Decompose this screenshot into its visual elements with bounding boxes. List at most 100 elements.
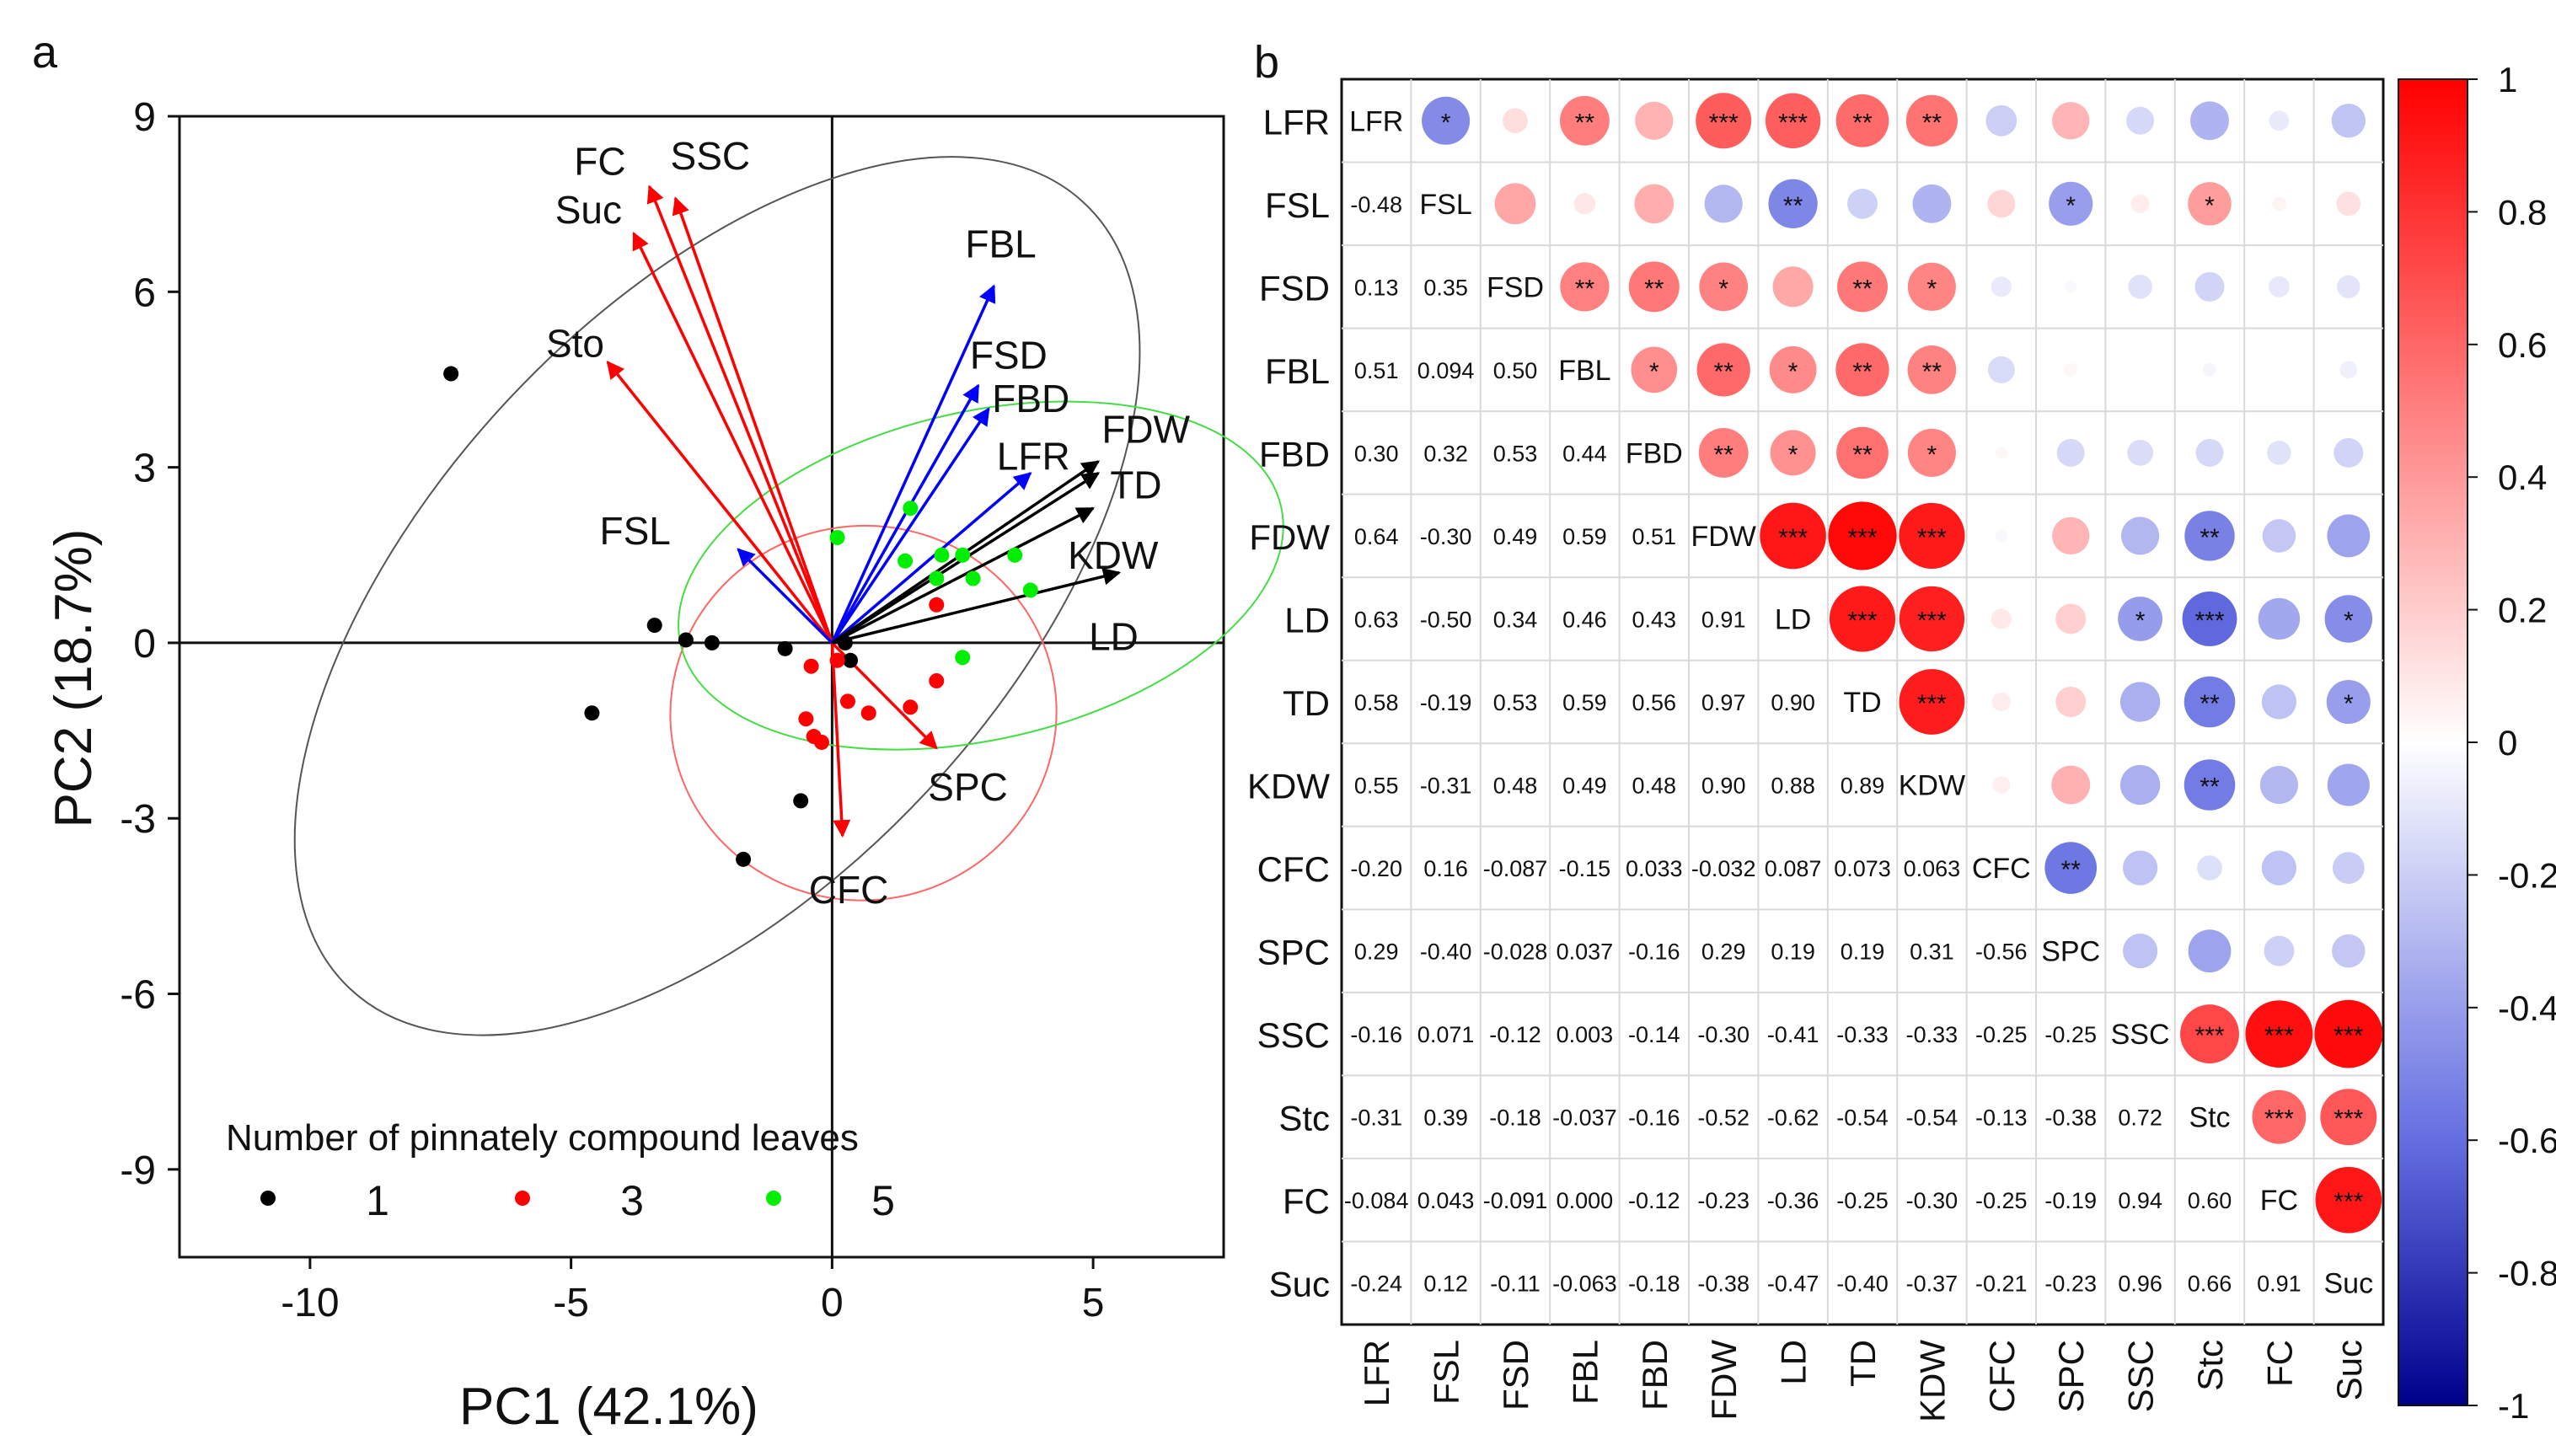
corr-value: -0.54 — [1906, 1105, 1959, 1131]
row-label: SSC — [1257, 1015, 1330, 1055]
corr-value: -0.032 — [1691, 856, 1756, 881]
corr-value: 0.89 — [1841, 774, 1885, 799]
corr-value: -0.063 — [1552, 1271, 1617, 1297]
corr-value: 0.39 — [1423, 1105, 1468, 1131]
score-point-group-3 — [929, 673, 945, 689]
corr-circle — [2262, 519, 2296, 553]
corr-circle — [1560, 262, 1610, 312]
row-label: Stc — [1278, 1099, 1330, 1138]
corr-circle — [1899, 669, 1965, 735]
corr-value: -0.13 — [1975, 1105, 2028, 1131]
corr-value: 0.96 — [2118, 1271, 2162, 1297]
diagonal-label: FBL — [1558, 355, 1610, 387]
corr-circle — [1912, 184, 1952, 223]
corr-value: 0.35 — [1423, 275, 1468, 300]
colorbar — [2398, 78, 2468, 1406]
colorbar-tick-label: 0.8 — [2498, 192, 2547, 232]
corr-circle — [1837, 261, 1888, 313]
loading-label-kdw: KDW — [1068, 533, 1159, 577]
corr-circle — [2268, 276, 2290, 297]
score-point-group-1 — [736, 851, 752, 867]
corr-circle — [1829, 586, 1896, 652]
corr-value: -0.19 — [2044, 1188, 2097, 1213]
colorbar-tick-label: -1 — [2498, 1386, 2529, 1426]
loading-label-cfc: CFC — [809, 868, 889, 912]
diagonal-label: CFC — [1972, 853, 2031, 885]
corr-circle — [2188, 929, 2232, 972]
significance-mark: *** — [2194, 1022, 2224, 1050]
significance-mark: * — [1649, 358, 1659, 386]
corr-circle — [1991, 276, 2012, 297]
column-label: FBD — [1635, 1340, 1675, 1410]
loading-arrow-suc — [632, 231, 833, 644]
corr-circle — [2337, 275, 2360, 298]
column-label: LFR — [1357, 1340, 1396, 1406]
score-point-group-1 — [584, 705, 600, 721]
significance-mark: * — [2344, 690, 2354, 718]
column-label: KDW — [1912, 1340, 1952, 1422]
corr-value: 0.48 — [1632, 774, 1677, 799]
corr-circle — [1696, 93, 1752, 149]
corr-value: 0.56 — [1632, 690, 1677, 715]
corr-value: 0.037 — [1557, 939, 1614, 965]
corr-circle — [1907, 428, 1956, 477]
corr-value: 0.88 — [1771, 774, 1815, 799]
significance-mark: ** — [1852, 109, 1873, 136]
loading-arrow-sto — [606, 360, 833, 645]
colorbar-tick-label: 0.6 — [2498, 325, 2547, 365]
corr-circle — [1985, 104, 2017, 136]
corr-value: 0.53 — [1493, 690, 1538, 715]
corr-circle — [2245, 1000, 2313, 1068]
row-label: FC — [1283, 1181, 1330, 1221]
corr-value: -0.48 — [1350, 192, 1402, 217]
loading-label-spc: SPC — [928, 765, 1008, 809]
significance-mark: *** — [2264, 1022, 2294, 1050]
corr-value: -0.028 — [1483, 939, 1548, 965]
corr-value: -0.25 — [1836, 1188, 1889, 1213]
significance-mark: * — [2205, 192, 2215, 220]
corr-value: 0.071 — [1417, 1022, 1475, 1047]
corr-value: 0.13 — [1354, 275, 1399, 300]
corr-circle — [2135, 364, 2146, 375]
corr-value: 0.033 — [1626, 856, 1683, 881]
corr-circle — [2336, 191, 2361, 217]
corr-circle — [1698, 427, 1749, 478]
score-point-group-5 — [898, 553, 914, 569]
row-label: LFR — [1263, 102, 1330, 142]
corr-value: -0.19 — [1420, 690, 1472, 715]
corr-circle — [2184, 676, 2236, 728]
corr-circle — [2056, 438, 2085, 467]
x-tick-label: 0 — [821, 1281, 844, 1325]
score-point-group-5 — [955, 547, 971, 563]
significance-mark: *** — [2264, 1105, 2294, 1133]
score-point-group-1 — [777, 640, 793, 656]
column-label: FSD — [1496, 1340, 1535, 1410]
loading-arrow-fsl — [737, 548, 833, 645]
significance-mark: ** — [1575, 109, 1595, 136]
diagonal-label: LFR — [1349, 105, 1403, 137]
loading-arrow-fc — [646, 185, 833, 644]
significance-mark: * — [2066, 192, 2076, 220]
y-tick-label: -6 — [120, 973, 156, 1018]
significance-mark: ** — [2200, 524, 2220, 552]
significance-mark: ** — [2200, 690, 2220, 718]
corr-circle — [2194, 271, 2225, 302]
loading-label-td: TD — [1110, 463, 1161, 507]
corr-value: -0.38 — [1697, 1271, 1750, 1297]
corr-value: 0.29 — [1354, 939, 1399, 965]
score-point-group-3 — [803, 658, 819, 674]
loading-label-fsl: FSL — [599, 509, 670, 553]
corr-circle — [2252, 1089, 2307, 1144]
corr-value: -0.30 — [1697, 1022, 1750, 1047]
corr-value: -0.24 — [1350, 1271, 1402, 1297]
corr-value: -0.41 — [1767, 1022, 1819, 1047]
corr-value: 0.94 — [2118, 1188, 2162, 1213]
column-label: FSL — [1427, 1340, 1466, 1405]
corr-circle — [2274, 364, 2285, 375]
corr-value: 0.003 — [1557, 1022, 1614, 1047]
corr-circle — [2184, 759, 2236, 811]
row-label: FSL — [1265, 185, 1330, 225]
column-label: FBL — [1565, 1340, 1605, 1405]
corr-circle — [2271, 196, 2286, 211]
